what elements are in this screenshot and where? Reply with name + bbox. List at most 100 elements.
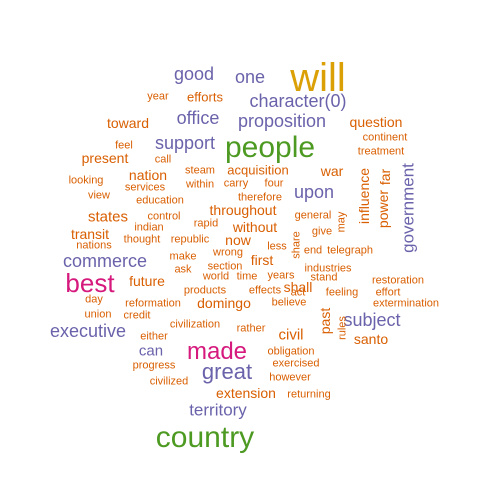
word-feel: feel bbox=[115, 139, 133, 152]
word-credit: credit bbox=[123, 309, 151, 322]
word-nation: nation bbox=[128, 167, 168, 183]
word-end: end bbox=[303, 244, 323, 257]
word-however: however bbox=[269, 371, 311, 384]
word-wrong: wrong bbox=[213, 246, 243, 259]
word-services: services bbox=[124, 181, 166, 194]
word-transit: transit bbox=[70, 226, 110, 242]
word-looking: looking bbox=[68, 174, 104, 187]
word-education: education bbox=[136, 194, 184, 207]
word-may: may bbox=[335, 211, 348, 233]
word-can: can bbox=[138, 342, 164, 360]
word-products: products bbox=[183, 284, 227, 297]
word-one: one bbox=[234, 67, 266, 87]
word-proposition: proposition bbox=[237, 111, 327, 131]
word-restoration: restoration bbox=[372, 274, 424, 287]
word-power: power bbox=[375, 189, 391, 229]
word-domingo: domingo bbox=[197, 295, 251, 311]
word-territory: territory bbox=[189, 400, 247, 420]
word-made: made bbox=[186, 338, 248, 365]
word-share: share bbox=[290, 231, 303, 259]
word-act: act bbox=[290, 286, 306, 299]
word-four: four bbox=[264, 177, 284, 190]
word-far: far bbox=[377, 168, 393, 186]
word-support: support bbox=[154, 133, 216, 153]
word-less: less bbox=[267, 240, 287, 253]
word-reformation: reformation bbox=[125, 297, 181, 310]
word-telegraph: telegraph bbox=[327, 244, 373, 257]
word-give: give bbox=[311, 225, 333, 238]
word-general: general bbox=[294, 209, 332, 222]
word-years: years bbox=[267, 269, 295, 282]
word-believe: believe bbox=[271, 296, 307, 309]
word-civilization: civilization bbox=[169, 318, 221, 331]
word-ask: ask bbox=[174, 263, 192, 276]
word-efforts: efforts bbox=[187, 89, 223, 105]
word-nations: nations bbox=[76, 239, 112, 252]
word-make: make bbox=[169, 250, 197, 263]
word-effort: effort bbox=[375, 286, 401, 299]
word-country: country bbox=[155, 421, 255, 454]
word-rather: rather bbox=[236, 322, 266, 335]
word-question: question bbox=[349, 114, 403, 130]
word-influence: influence bbox=[356, 167, 372, 225]
word-acquisition: acquisition bbox=[227, 162, 289, 178]
word-civilized: civilized bbox=[149, 375, 189, 388]
word-exercised: exercised bbox=[272, 357, 320, 370]
word-executive: executive bbox=[49, 321, 127, 341]
word-republic: republic bbox=[170, 233, 210, 246]
word-office: office bbox=[176, 108, 220, 128]
word-toward: toward bbox=[106, 115, 150, 131]
word-without: without bbox=[232, 219, 278, 235]
word-civil: civil bbox=[278, 326, 304, 344]
word-carry: carry bbox=[223, 177, 249, 190]
word-extermination: extermination bbox=[372, 297, 440, 310]
word-santo: santo bbox=[353, 331, 389, 347]
word-states: states bbox=[87, 208, 129, 226]
word-past: past bbox=[317, 307, 333, 335]
word-effects: effects bbox=[248, 284, 282, 297]
word-now: now bbox=[225, 232, 251, 248]
word-future: future bbox=[129, 273, 165, 289]
word-union: union bbox=[84, 308, 112, 321]
word-section: section bbox=[207, 260, 243, 273]
word-therefore: therefore bbox=[237, 191, 283, 204]
word-upon: upon bbox=[293, 182, 335, 202]
word-progress: progress bbox=[132, 359, 176, 372]
word-good: good bbox=[173, 64, 215, 84]
word-time: time bbox=[236, 270, 258, 283]
word-year: year bbox=[147, 90, 169, 103]
word-government: government bbox=[398, 163, 418, 253]
word-treatment: treatment bbox=[357, 145, 405, 158]
word-returning: returning bbox=[287, 388, 331, 401]
word-extension: extension bbox=[216, 385, 276, 401]
word-thought: thought bbox=[123, 233, 161, 246]
word-control: control bbox=[147, 210, 181, 223]
word-obligation: obligation bbox=[267, 345, 315, 358]
word-continent: continent bbox=[362, 131, 408, 144]
word-subject: subject bbox=[343, 310, 401, 330]
word-stand: stand bbox=[310, 271, 338, 284]
word-feeling: feeling bbox=[325, 286, 359, 299]
word-steam: steam bbox=[185, 164, 215, 177]
word-call: call bbox=[154, 153, 172, 166]
word-first: first bbox=[250, 252, 274, 268]
word-people: people bbox=[224, 131, 316, 164]
word-throughout: throughout bbox=[209, 202, 277, 218]
word-view: view bbox=[87, 189, 111, 202]
word-industries: industries bbox=[304, 262, 352, 275]
word-day: day bbox=[85, 293, 103, 306]
word-either: either bbox=[140, 330, 168, 343]
word-present: present bbox=[81, 150, 129, 166]
word-character-0: character(0) bbox=[249, 91, 347, 111]
word-rules: rules bbox=[336, 316, 349, 340]
word-commerce: commerce bbox=[62, 251, 148, 271]
word-within: within bbox=[185, 178, 215, 191]
word-war: war bbox=[320, 163, 344, 179]
word-shall: shall bbox=[283, 279, 313, 295]
word-best: best bbox=[65, 268, 115, 298]
word-great: great bbox=[201, 359, 253, 384]
word-rapid: rapid bbox=[193, 217, 219, 230]
word-world: world bbox=[202, 270, 230, 283]
word-indian: indian bbox=[134, 221, 164, 234]
